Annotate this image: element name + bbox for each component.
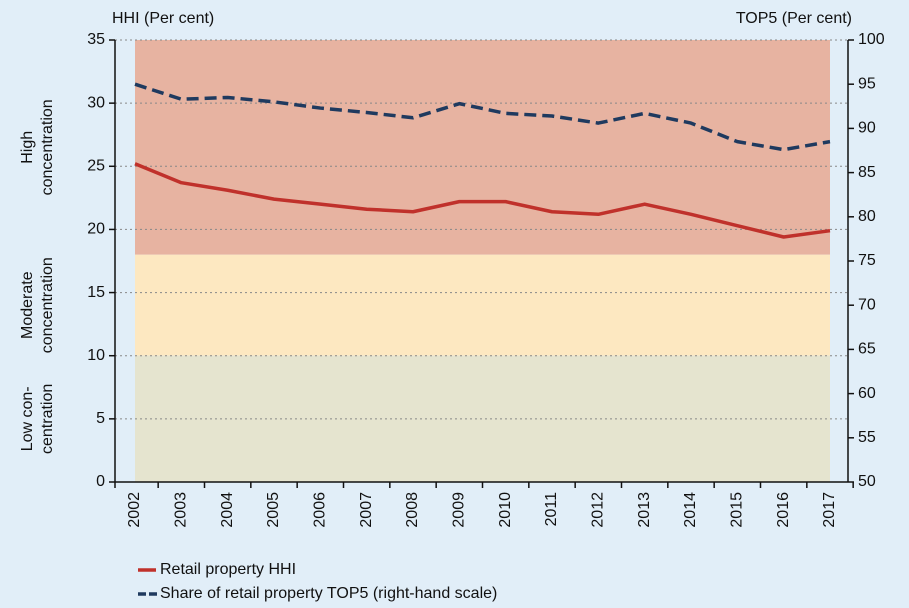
x-tick-label: 2008 [404, 492, 421, 528]
y2-tick-label: 55 [858, 429, 876, 446]
band-label: concentration [39, 257, 56, 353]
x-tick-label: 2016 [775, 492, 792, 528]
band-label: Moderate [19, 271, 36, 339]
x-tick-label: 2006 [312, 492, 329, 528]
y2-tick-label: 50 [858, 473, 876, 490]
series-line [134, 82, 831, 152]
y-tick-label: 10 [87, 347, 105, 364]
x-tick-label: 2009 [451, 492, 468, 528]
y-tick-label: 20 [87, 221, 105, 238]
x-tick-label: 2007 [358, 492, 375, 528]
y-axis-label: HHI (Per cent) [112, 10, 214, 27]
legend-label: Retail property HHI [160, 561, 296, 578]
y2-tick-label: 95 [858, 75, 876, 92]
y2-tick-label: 75 [858, 252, 876, 269]
y-tick-label: 5 [96, 410, 105, 427]
y2-tick-label: 70 [858, 296, 876, 313]
band-label: concentration [39, 99, 56, 195]
y2-tick-label: 80 [858, 208, 876, 225]
x-tick-label: 2010 [497, 492, 514, 528]
y2-axis-label: TOP5 (Per cent) [736, 10, 852, 27]
legend-label: Share of retail property TOP5 (right-han… [160, 585, 497, 602]
y-tick-label: 15 [87, 284, 105, 301]
x-tick-label: 2004 [219, 492, 236, 528]
y2-tick-label: 100 [858, 31, 885, 48]
band-label: Low con- [19, 386, 36, 451]
band-label: centration [39, 384, 56, 454]
y-tick-label: 0 [96, 473, 105, 490]
x-tick-label: 2015 [729, 492, 746, 528]
x-tick-label: 2005 [265, 492, 282, 528]
y2-tick-label: 90 [858, 120, 876, 137]
band-label: High [19, 131, 36, 164]
x-tick-label: 2014 [682, 492, 699, 528]
x-tick-label: 2011 [543, 492, 560, 527]
y-tick-label: 30 [87, 94, 105, 111]
x-tick-label: 2003 [173, 492, 190, 528]
x-tick-label: 2017 [821, 492, 838, 528]
x-tick-label: 2012 [590, 492, 607, 528]
x-tick-label: 2002 [126, 492, 143, 528]
y2-tick-label: 65 [858, 341, 876, 358]
y2-tick-label: 60 [858, 385, 876, 402]
concentration-band [135, 254, 830, 356]
x-tick-label: 2013 [636, 492, 653, 528]
y2-tick-label: 85 [858, 164, 876, 181]
series-line [134, 162, 831, 239]
y-tick-label: 35 [87, 31, 105, 48]
y-tick-label: 25 [87, 158, 105, 175]
